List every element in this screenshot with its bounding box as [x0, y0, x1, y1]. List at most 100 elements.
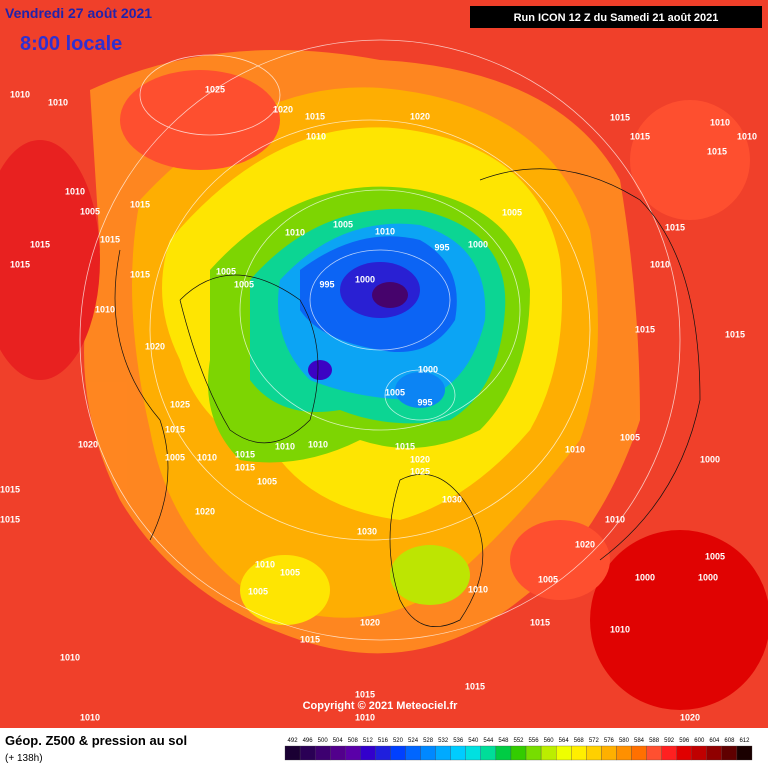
date: Vendredi 27 août 2021 — [5, 5, 152, 21]
colorbar-tick-label: 532 — [438, 738, 449, 744]
geopotential-field — [0, 50, 768, 710]
colorbar-tick-label: 548 — [498, 738, 509, 744]
legend-lead: (+ 138h) — [5, 753, 43, 764]
isobar-label: 1010 — [710, 117, 730, 127]
time: 8:00 locale — [20, 33, 122, 55]
isobar-label: 1000 — [418, 364, 438, 374]
copyright: Copyright © 2021 Meteociel.fr — [303, 700, 459, 712]
isobar-label: 1015 — [130, 269, 150, 279]
isobar-label: 1010 — [375, 226, 395, 236]
isobar-label: 1000 — [355, 274, 375, 284]
isobar-label: 1005 — [333, 219, 353, 229]
isobar-label: 1005 — [280, 567, 300, 577]
isobar-label: 1015 — [30, 239, 50, 249]
colorbar-swatch — [676, 745, 692, 761]
isobar-label: 1005 — [538, 574, 558, 584]
colorbar-tick-label: 536 — [453, 738, 464, 744]
isobar-label: 1005 — [257, 476, 277, 486]
isobar-label: 1025 — [170, 399, 190, 409]
colorbar-swatch — [450, 745, 466, 761]
colorbar-tick-label: 500 — [318, 738, 329, 744]
colorbar-tick-label: 556 — [529, 738, 540, 744]
colorbar-swatch — [299, 745, 316, 761]
colorbar-swatch — [691, 745, 707, 761]
isobar-label: 1010 — [10, 89, 30, 99]
isobar-label: 1010 — [610, 624, 630, 634]
isobar-label: 1020 — [78, 439, 98, 449]
colorbar-tick-label: 492 — [288, 738, 299, 744]
isobar-label: 1015 — [0, 484, 20, 494]
colorbar-swatch — [284, 745, 301, 761]
colorbar-swatch — [390, 745, 406, 761]
isobar-label: 1020 — [273, 104, 293, 114]
colorbar-tick-label: 588 — [649, 738, 660, 744]
colorbar-swatch — [420, 745, 436, 761]
colorbar-swatch — [616, 745, 632, 761]
isobar-label: 995 — [319, 279, 334, 289]
run-box — [470, 6, 762, 28]
isobar-label: 1025 — [410, 466, 430, 476]
colorbar-swatch — [525, 745, 542, 761]
isobar-label: 1015 — [725, 329, 745, 339]
isobar-label: 1010 — [468, 584, 488, 594]
isobar-label: 1030 — [357, 526, 377, 536]
colorbar-tick-label: 608 — [724, 738, 735, 744]
isobar-label: 1000 — [635, 572, 655, 582]
colorbar-swatch — [435, 745, 451, 761]
colorbar-tick-label: 508 — [348, 738, 359, 744]
isobar-label: 1015 — [530, 617, 550, 627]
isobar-label: 1020 — [145, 341, 165, 351]
isobar-label: 1015 — [235, 449, 255, 459]
colorbar-tick-label: 612 — [739, 738, 750, 744]
colorbar-tick-label: 584 — [634, 738, 645, 744]
isobar-label: 1005 — [165, 452, 185, 462]
colorbar-tick-label: 540 — [468, 738, 479, 744]
colorbar-tick-label: 496 — [303, 738, 314, 744]
isobar-label: 1005 — [705, 551, 725, 561]
isobar-label: 1015 — [395, 441, 415, 451]
isobar-label: 1015 — [355, 689, 375, 699]
colorbar-swatch — [330, 745, 346, 761]
isobar-label: 995 — [417, 397, 432, 407]
colorbar-tick-label: 568 — [574, 738, 585, 744]
colorbar-tick-label: 580 — [619, 738, 630, 744]
isobar-label: 1010 — [255, 559, 275, 569]
colorbar-swatch — [721, 745, 738, 761]
isobar-label: 1020 — [410, 111, 430, 121]
isobar-label: 1020 — [410, 454, 430, 464]
isobar-label: 1005 — [216, 266, 236, 276]
isobar-label: 1010 — [65, 186, 85, 196]
isobar-label: 1010 — [605, 514, 625, 524]
isobar-label: 1015 — [165, 424, 185, 434]
isobars — [79, 39, 681, 641]
colorbar-swatch — [706, 745, 723, 761]
isobar-label: 1015 — [100, 234, 120, 244]
isobar-label: 1000 — [698, 572, 718, 582]
colorbar-swatch — [661, 745, 677, 761]
isobar-label: 1005 — [234, 279, 254, 289]
colorbar-swatch — [314, 745, 331, 761]
run-label: Run ICON 12 Z du Samedi 21 août 2021 — [514, 12, 719, 24]
colorbar-swatch — [736, 745, 753, 761]
colorbar-swatch — [631, 745, 647, 761]
colorbar-swatch — [495, 745, 512, 761]
colorbar-tick-label: 560 — [544, 738, 555, 744]
isobar-label: 1015 — [10, 259, 30, 269]
isobar-label: 1015 — [465, 681, 485, 691]
isobar-label: 1015 — [235, 462, 255, 472]
isobar-label: 1020 — [360, 617, 380, 627]
isobar-label: 1015 — [630, 131, 650, 141]
colorbar-swatch — [601, 745, 617, 761]
colorbar-swatch — [405, 745, 421, 761]
colorbar-tick-label: 604 — [709, 738, 720, 744]
colorbar-tick-label: 512 — [363, 738, 374, 744]
coastlines — [114, 168, 701, 628]
colorbar-tick-label: 504 — [333, 738, 344, 744]
colorbar-swatch — [465, 745, 481, 761]
colorbar-tick-label: 576 — [604, 738, 615, 744]
isobar-label: 1030 — [442, 494, 462, 504]
isobar-label: 1010 — [48, 97, 68, 107]
isobar-label: 1000 — [468, 239, 488, 249]
isobar-label: 1010 — [565, 444, 585, 454]
